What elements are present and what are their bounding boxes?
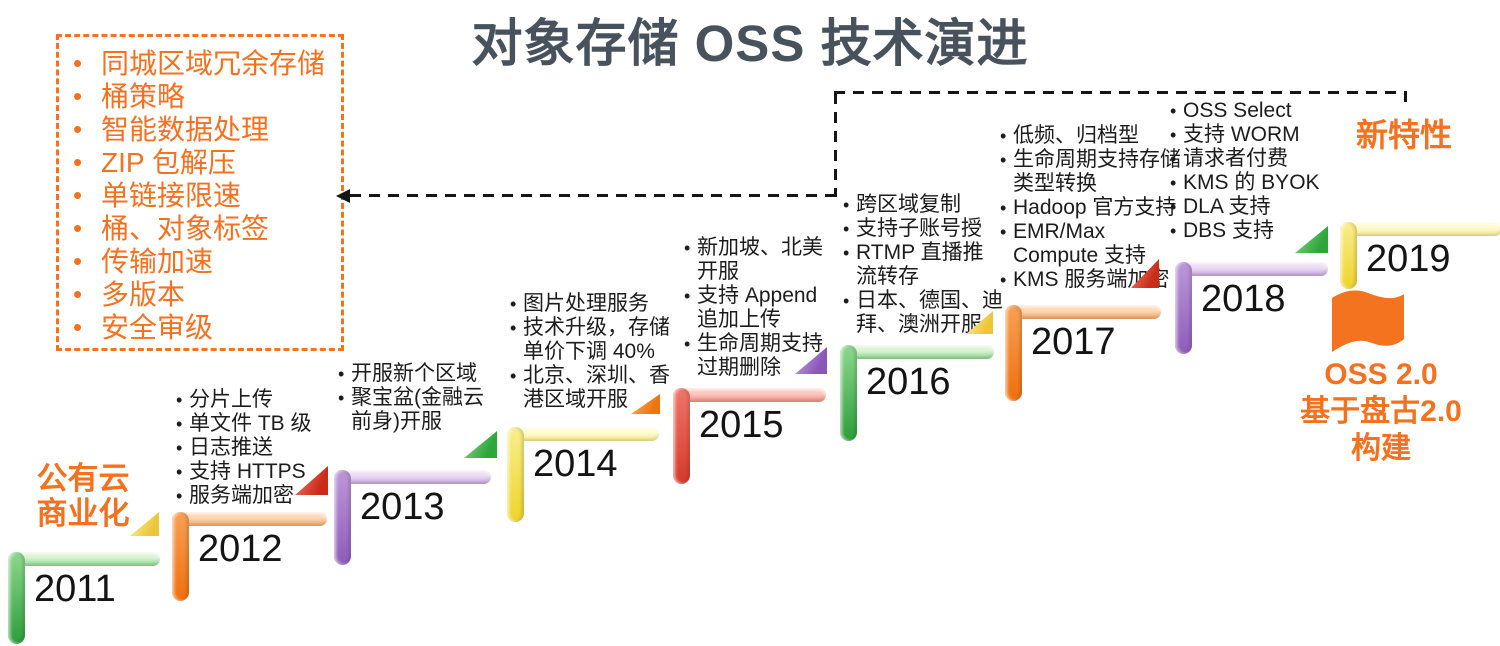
- triangle-marker-icon: [464, 431, 497, 458]
- step-bar-horizontal: [1005, 305, 1161, 319]
- new-features-item: 智能数据处理: [71, 113, 341, 146]
- oss2-label: OSS 2.0 基于盘古2.0 构建: [1286, 356, 1476, 467]
- step-bar-vertical: [840, 345, 857, 441]
- new-features-item: 安全审级: [71, 311, 341, 344]
- feature-item: 图片处理服务: [510, 292, 674, 316]
- step-bar-horizontal: [1340, 222, 1500, 236]
- feature-item: DLA 支持: [1170, 195, 1332, 219]
- connector-line-lower: [350, 194, 836, 197]
- new-features-item: 多版本: [71, 278, 341, 311]
- feature-item: 支持 Append 追加上传: [684, 284, 842, 332]
- new-features-label: 新特性: [1356, 117, 1453, 153]
- step-bar-horizontal: [840, 345, 994, 359]
- oss2-line3: 构建: [1351, 432, 1411, 465]
- feature-item: 单文件 TB 级: [176, 412, 334, 436]
- feature-item: OSS Select: [1170, 99, 1332, 123]
- feature-item: 开服新个区域: [338, 362, 498, 386]
- page-title: 对象存储 OSS 技术演进: [471, 15, 1029, 72]
- step-bar-horizontal: [507, 427, 659, 441]
- year-label-2016: 2016: [866, 361, 951, 403]
- feature-item: EMR/Max Compute 支持: [1000, 220, 1182, 268]
- step-bar-vertical: [334, 470, 351, 565]
- feature-item: 服务端加密: [176, 484, 334, 508]
- step-bar-vertical: [1340, 222, 1357, 289]
- feature-item: 请求者付费: [1170, 147, 1332, 171]
- feature-item: 支持子账号授: [843, 217, 1003, 241]
- step-bar-vertical: [172, 512, 189, 601]
- year-label-2012: 2012: [198, 528, 283, 570]
- step-bar-horizontal: [172, 512, 327, 526]
- feature-list-2015: 新加坡、北美开服支持 Append 追加上传生命周期支持过期删除: [684, 236, 842, 380]
- new-features-item: 桶、对象标签: [71, 212, 341, 245]
- year-label-2017: 2017: [1031, 321, 1116, 363]
- public-cloud-line2: 商业化: [36, 496, 130, 531]
- arrow-left-icon: [336, 189, 350, 203]
- feature-list-2014: 图片处理服务技术升级，存储单价下调 40%北京、深圳、香港区域开服: [510, 292, 674, 412]
- step-bar-vertical: [507, 427, 524, 522]
- feature-item: 新加坡、北美开服: [684, 236, 842, 284]
- feature-item: 支持 WORM: [1170, 123, 1332, 147]
- feature-item: 北京、深圳、香港区域开服: [510, 364, 674, 412]
- new-features-item: 传输加速: [71, 245, 341, 278]
- new-features-box: 同城区域冗余存储桶策略智能数据处理ZIP 包解压单链接限速桶、对象标签传输加速多…: [56, 34, 344, 351]
- feature-list-2012: 分片上传单文件 TB 级日志推送支持 HTTPS服务端加密: [176, 388, 334, 508]
- feature-item: 低频、归档型: [1000, 124, 1182, 148]
- oss2-line1: OSS 2.0: [1324, 358, 1438, 391]
- year-label-2019: 2019: [1366, 238, 1451, 280]
- step-bar-horizontal: [8, 552, 160, 566]
- step-bar-vertical: [8, 552, 25, 644]
- flag-icon: [1332, 290, 1404, 352]
- step-bar-vertical: [673, 388, 690, 484]
- connector-line-tick: [1404, 91, 1407, 107]
- step-bar-vertical: [1005, 305, 1022, 401]
- connector-line-upper: [834, 91, 1407, 94]
- public-cloud-line1: 公有云: [36, 461, 130, 496]
- feature-item: KMS 服务端加密: [1000, 268, 1182, 292]
- new-features-item: ZIP 包解压: [71, 146, 341, 179]
- year-label-2015: 2015: [699, 404, 784, 446]
- feature-item: RTMP 直播推流转存: [843, 241, 1003, 289]
- new-features-item: 同城区域冗余存储: [71, 47, 341, 80]
- step-bar-horizontal: [334, 470, 491, 484]
- new-features-item: 单链接限速: [71, 179, 341, 212]
- feature-item: 生命周期支持过期删除: [684, 332, 842, 380]
- step-bar-horizontal: [673, 388, 826, 402]
- feature-list-2017: 低频、归档型生命周期支持存储类型转换Hadoop 官方支持EMR/Max Com…: [1000, 124, 1182, 292]
- year-label-2013: 2013: [360, 486, 445, 528]
- feature-list-2013: 开服新个区域聚宝盆(金融云前身)开服: [338, 362, 498, 434]
- feature-item: 日志推送: [176, 436, 334, 460]
- year-label-2018: 2018: [1201, 278, 1286, 320]
- feature-item: 技术升级，存储单价下调 40%: [510, 316, 674, 364]
- feature-item: 支持 HTTPS: [176, 460, 334, 484]
- feature-item: 聚宝盆(金融云前身)开服: [338, 386, 498, 434]
- feature-item: 跨区域复制: [843, 193, 1003, 217]
- new-features-list: 同城区域冗余存储桶策略智能数据处理ZIP 包解压单链接限速桶、对象标签传输加速多…: [59, 37, 341, 344]
- public-cloud-label: 公有云 商业化: [20, 461, 146, 531]
- step-bar-horizontal: [1175, 262, 1328, 276]
- feature-item: 日本、德国、迪拜、澳洲开服: [843, 289, 1003, 337]
- new-features-item: 桶策略: [71, 80, 341, 113]
- feature-item: KMS 的 BYOK: [1170, 171, 1332, 195]
- feature-item: Hadoop 官方支持: [1000, 196, 1182, 220]
- feature-list-2018: OSS Select支持 WORM请求者付费KMS 的 BYOKDLA 支持DB…: [1170, 99, 1332, 243]
- year-label-2011: 2011: [34, 568, 116, 610]
- connector-line-vertical: [834, 93, 837, 197]
- feature-item: 分片上传: [176, 388, 334, 412]
- year-label-2014: 2014: [533, 443, 618, 485]
- oss2-line2: 基于盘古2.0: [1300, 395, 1462, 428]
- feature-item: 生命周期支持存储类型转换: [1000, 148, 1182, 196]
- feature-list-2016: 跨区域复制支持子账号授RTMP 直播推流转存日本、德国、迪拜、澳洲开服: [843, 193, 1003, 337]
- feature-item: DBS 支持: [1170, 219, 1332, 243]
